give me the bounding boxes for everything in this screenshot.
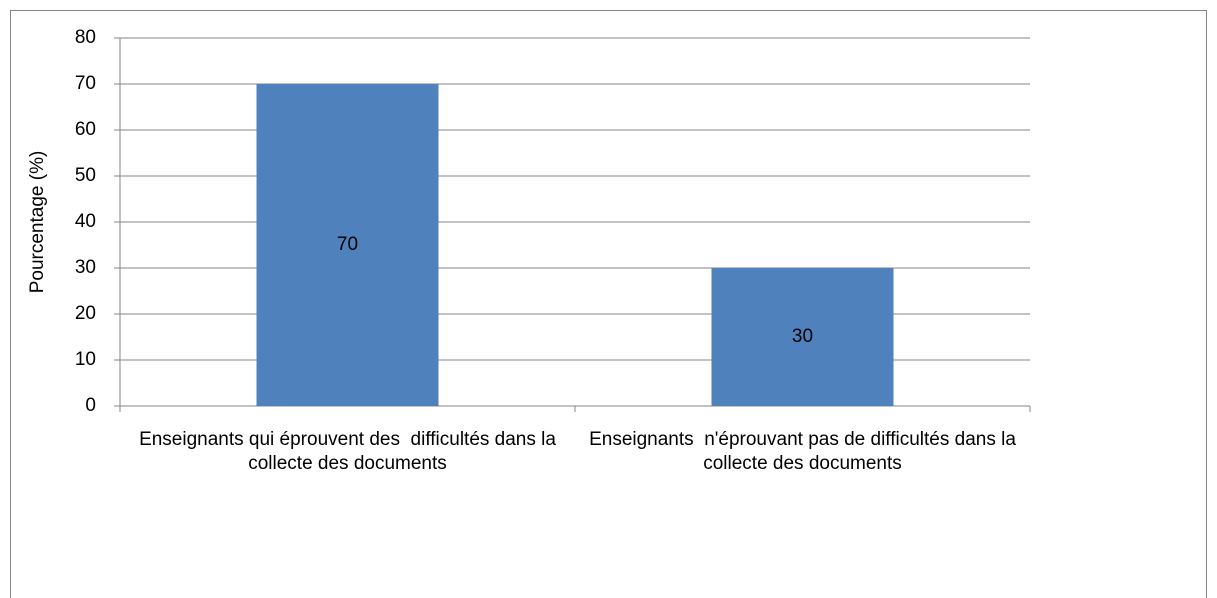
y-tick-label: 10	[75, 349, 96, 370]
y-axis-title: Pourcentage (%)	[27, 151, 48, 294]
data-label: 30	[792, 326, 813, 347]
data-label: 70	[337, 234, 358, 255]
x-tick-label: Enseignants qui éprouvent des difficulté…	[139, 429, 562, 474]
bar	[711, 268, 894, 406]
y-tick-label: 30	[75, 257, 96, 278]
y-tick-label: 70	[75, 73, 96, 94]
y-tick-label: 20	[75, 303, 96, 324]
y-tick-label: 80	[75, 27, 96, 48]
bar	[256, 84, 439, 406]
y-tick-label: 0	[85, 395, 96, 416]
y-tick-label: 40	[75, 211, 96, 232]
y-tick-label: 50	[75, 165, 96, 186]
chart-frame	[10, 10, 1207, 598]
x-tick-label: Enseignants n'éprouvant pas de difficult…	[589, 429, 1022, 474]
y-tick-label: 60	[75, 119, 96, 140]
